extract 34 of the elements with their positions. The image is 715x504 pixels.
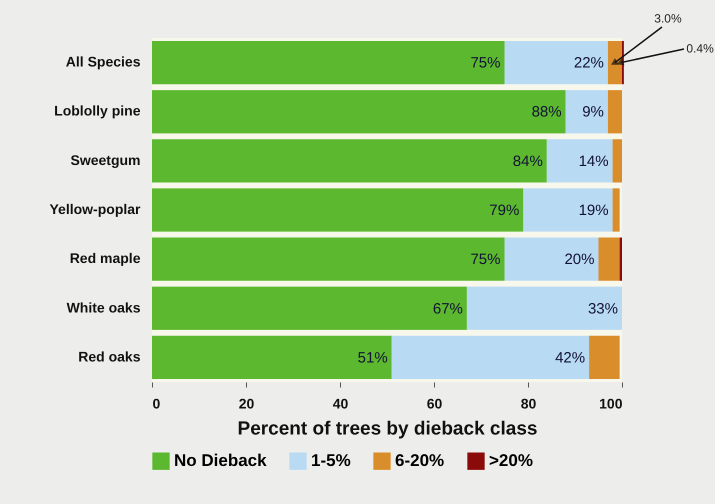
data-label: 51%	[358, 349, 388, 366]
annotation: 0.4%	[686, 42, 714, 56]
x-tick-label: 40	[332, 396, 348, 412]
data-label: 9%	[582, 104, 604, 121]
y-tick-label: All Species	[66, 54, 141, 70]
data-label: 88%	[532, 104, 562, 121]
data-label: 67%	[432, 300, 463, 318]
data-label: 20%	[564, 251, 594, 268]
data-label: 84%	[512, 152, 543, 170]
annotation: 3.0%	[654, 12, 682, 26]
legend-label: >20%	[489, 451, 533, 470]
x-axis-title: Percent of trees by dieback class	[238, 418, 538, 440]
data-label: 75%	[470, 251, 500, 268]
x-tick-label: 20	[238, 396, 254, 412]
data-label: 75%	[470, 54, 500, 72]
y-tick-label: Red maple	[70, 250, 141, 266]
data-label: 33%	[588, 300, 618, 318]
x-tick-label: 60	[426, 396, 442, 412]
data-label: 42%	[555, 349, 586, 366]
data-label: 22%	[574, 54, 604, 72]
legend-label: No Dieback	[174, 451, 268, 470]
x-tick-label: 0	[152, 396, 160, 412]
y-tick-label: Sweetgum	[70, 152, 140, 168]
data-label: 14%	[578, 152, 609, 170]
legend-label: 1-5%	[311, 451, 351, 470]
legend-label: 6-20%	[395, 451, 444, 470]
y-tick-label: Red oaks	[78, 348, 141, 364]
y-tick-label: White oaks	[66, 299, 141, 316]
data-label: 19%	[578, 202, 609, 219]
x-tick-label: 80	[520, 396, 536, 412]
data-label: 79%	[489, 202, 520, 219]
x-tick-label: 100	[599, 396, 623, 412]
y-tick-label: Yellow-poplar	[49, 201, 142, 217]
y-tick-label: Loblolly pine	[54, 102, 141, 119]
